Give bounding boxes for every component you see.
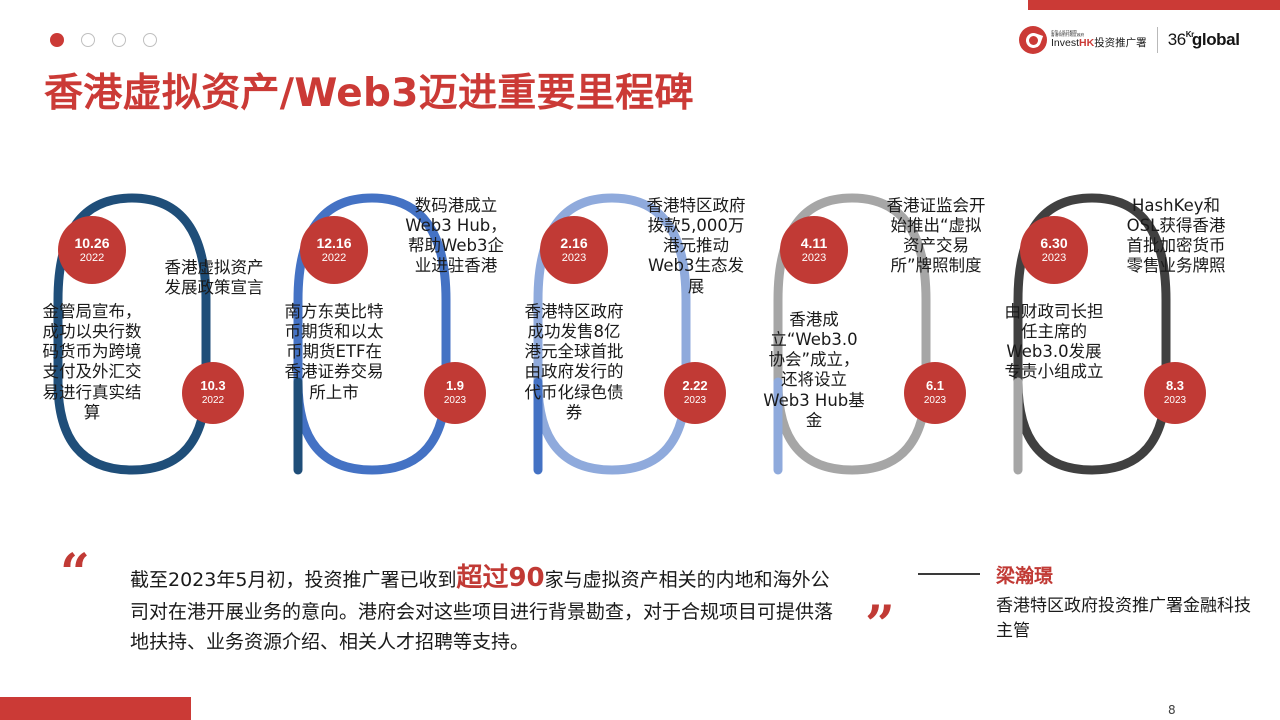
timeline-node-1[interactable]: 10.26 2022 xyxy=(58,216,126,284)
quote-close-mark: ” xyxy=(865,595,895,656)
logo-divider xyxy=(1156,27,1158,53)
timeline-segment-5-path xyxy=(1013,193,1171,475)
timeline-label-10: HashKey和OSL获得香港首批加密货币零售业务牌照 xyxy=(1126,196,1226,276)
timeline-node-5-year: 2023 xyxy=(561,252,587,265)
timeline-node-10[interactable]: 8.3 2023 xyxy=(1144,362,1206,424)
timeline-node-2-year: 2022 xyxy=(201,395,225,407)
kr36-number: 36 xyxy=(1167,30,1187,49)
page-title: 香港虚拟资产/Web3迈进重要里程碑 xyxy=(44,71,694,116)
timeline-node-7[interactable]: 4.11 2023 xyxy=(780,216,848,284)
page-number: 8 xyxy=(1168,703,1176,717)
attribution-rule xyxy=(918,573,980,575)
quote-text-part2: 家与虚拟资产相关的内地和海外公司对在港开展业务的意向。港府会对这些项目进行背景勘… xyxy=(130,569,834,653)
timeline-node-2-date: 10.3 xyxy=(200,378,226,394)
timeline-node-3-year: 2022 xyxy=(321,252,347,265)
bottom-accent-bar xyxy=(0,697,191,720)
timeline-node-8-year: 2023 xyxy=(923,395,947,407)
timeline-path-graphic xyxy=(53,193,1171,475)
timeline-segment-3-path xyxy=(533,193,691,475)
timeline-label-3: 南方东英比特币期货和以太币期货ETF在香港证券交易所上市 xyxy=(284,302,384,402)
kr36-global-logo: 36 Kr global xyxy=(1168,30,1240,50)
timeline-node-4-date: 1.9 xyxy=(445,378,465,394)
timeline-node-6[interactable]: 2.22 2023 xyxy=(664,362,726,424)
timeline-node-8-date: 6.1 xyxy=(925,378,945,394)
timeline-node-4-year: 2023 xyxy=(443,395,467,407)
attribution-role: 香港特区政府投资推广署金融科技主管 xyxy=(996,596,1251,641)
quote-text: 截至2023年5月初，投资推广署已收到超过90家与虚拟资产相关的内地和海外公司对… xyxy=(130,558,845,657)
progress-dot-3[interactable] xyxy=(112,33,126,47)
timeline-node-2[interactable]: 10.3 2022 xyxy=(182,362,244,424)
investhk-wordmark: 中华人民共和国 香港特别行政区政府 InvestHK投资推广署 xyxy=(1051,29,1147,50)
timeline-node-3[interactable]: 12.16 2022 xyxy=(300,216,368,284)
header-logos: 中华人民共和国 香港特别行政区政府 InvestHK投资推广署 36 Kr glob… xyxy=(1020,20,1270,60)
timeline-node-6-year: 2023 xyxy=(683,395,707,407)
investhk-invest-text: Invest xyxy=(1051,37,1080,50)
timeline-node-5[interactable]: 2.16 2023 xyxy=(540,216,608,284)
timeline-node-7-year: 2023 xyxy=(801,252,827,265)
timeline-label-1: 金管局宣布，成功以央行数码货币为跨境支付及外汇交易进行真实结算 xyxy=(42,302,142,422)
investhk-hk-text: HK xyxy=(1079,37,1095,50)
attribution-name: 梁瀚璟 xyxy=(996,565,1054,587)
timeline-node-8[interactable]: 6.1 2023 xyxy=(904,362,966,424)
timeline-node-6-date: 2.22 xyxy=(682,378,708,394)
timeline-node-10-date: 8.3 xyxy=(1165,378,1185,394)
progress-dot-1[interactable] xyxy=(50,33,64,47)
top-accent-bar xyxy=(1028,0,1280,10)
timeline-label-7: 香港成立“Web3.0 协会”成立，还将设立Web3 Hub基金 xyxy=(763,310,865,430)
timeline-label-5: 香港特区政府成功发售8亿港元全球首批由政府发行的代币化绿色债券 xyxy=(524,302,624,422)
timeline-node-4[interactable]: 1.9 2023 xyxy=(424,362,486,424)
investhk-cn-line2: 香港特别行政区政府 xyxy=(1051,33,1085,38)
investhk-logo: 中华人民共和国 香港特别行政区政府 InvestHK投资推广署 xyxy=(1020,27,1147,53)
quote-open-mark: “ xyxy=(60,543,90,604)
timeline-label-6: 香港特区政府拨款5,000万港元推动Web3生态发展 xyxy=(646,196,746,296)
investhk-name: InvestHK投资推广署 xyxy=(1051,38,1147,49)
timeline-node-9-date: 6.30 xyxy=(1040,235,1068,252)
timeline-label-2: 香港虚拟资产发展政策宣言 xyxy=(164,258,264,298)
timeline-segment-2-path xyxy=(293,193,451,475)
timeline-node-5-date: 2.16 xyxy=(560,235,588,252)
timeline-node-1-date: 10.26 xyxy=(74,235,110,252)
bauhinia-emblem-icon xyxy=(1020,27,1046,53)
quote-text-part1: 截至2023年5月初，投资推广署已收到 xyxy=(130,569,457,591)
timeline-node-7-date: 4.11 xyxy=(800,235,828,252)
timeline-node-10-year: 2023 xyxy=(1163,395,1187,407)
kr36-global-word: global xyxy=(1191,30,1240,49)
timeline-label-8: 香港证监会开始推出“虚拟资产交易所”牌照制度 xyxy=(886,196,986,276)
progress-dots xyxy=(50,33,157,47)
kr36-superscript: Kr xyxy=(1185,30,1194,39)
timeline-label-9: 由财政司长担任主席的Web3.0发展专责小组成立 xyxy=(1004,302,1104,382)
timeline-node-1-year: 2022 xyxy=(79,252,105,265)
timeline-segment-4-path xyxy=(773,193,931,475)
timeline-label-4: 数码港成立Web3 Hub，帮助Web3企业进驻香港 xyxy=(405,196,507,276)
timeline-segment-1-path xyxy=(53,193,211,475)
timeline-node-9-year: 2023 xyxy=(1041,252,1067,265)
progress-dot-2[interactable] xyxy=(81,33,95,47)
quote-highlight: 超过90 xyxy=(456,563,545,593)
progress-dot-4[interactable] xyxy=(143,33,157,47)
timeline: 10.26 2022 10.3 2022 12.16 2022 1.9 2023… xyxy=(0,170,1280,510)
investhk-cn-line1: 中华人民共和国 xyxy=(1051,29,1077,34)
timeline-node-9[interactable]: 6.30 2023 xyxy=(1020,216,1088,284)
timeline-node-3-date: 12.16 xyxy=(316,235,352,252)
investhk-cn-name: 投资推广署 xyxy=(1094,37,1147,50)
